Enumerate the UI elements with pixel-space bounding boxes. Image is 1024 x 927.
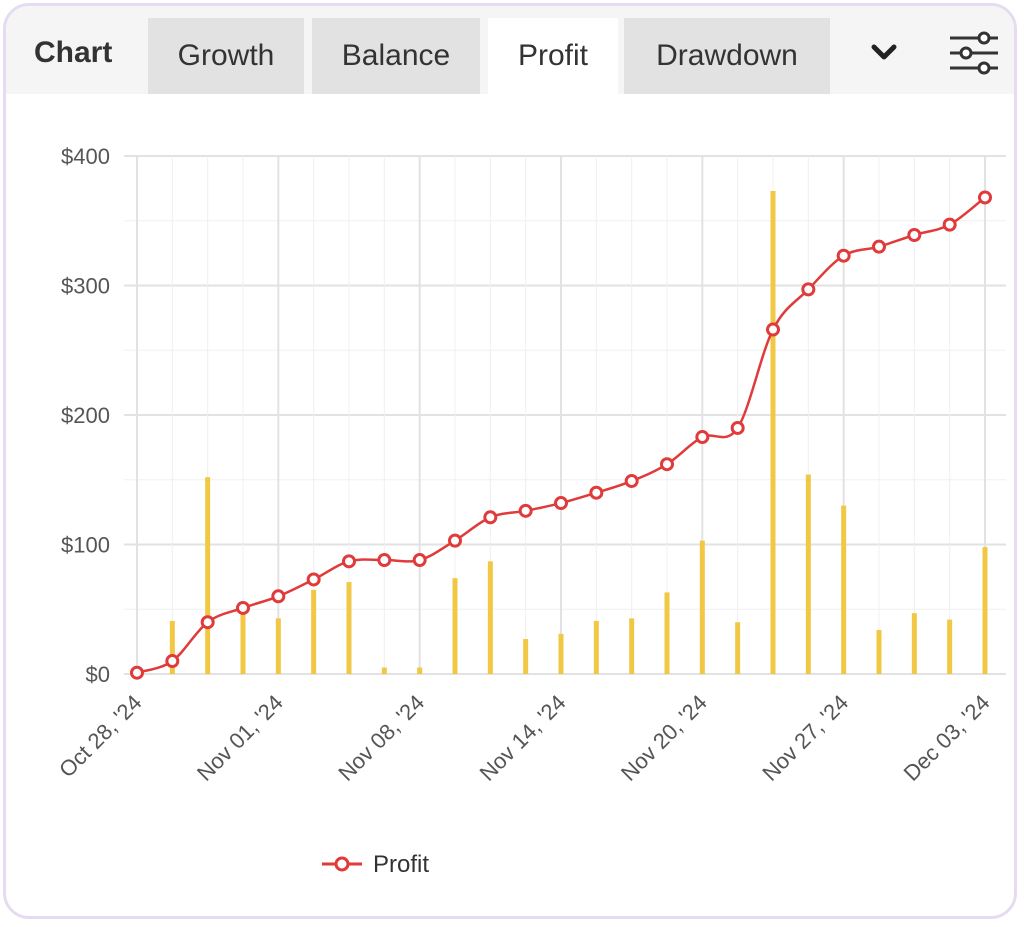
y-tick-label: $300 [61, 274, 110, 299]
y-tick-label: $200 [61, 403, 110, 428]
data-point[interactable] [165, 654, 180, 669]
bar [770, 190, 776, 674]
tab-drawdown[interactable]: Drawdown [624, 18, 830, 94]
y-tick-label: $0 [86, 662, 110, 687]
chart-card: Chart Growth Balance Profit Drawdown $0 $… [3, 3, 1017, 919]
bar [911, 613, 917, 674]
bar [523, 639, 529, 674]
data-point[interactable] [872, 239, 886, 254]
chevron-down-icon[interactable] [864, 32, 904, 72]
tab-bar: Chart Growth Balance Profit Drawdown [6, 6, 1014, 96]
data-point[interactable] [306, 572, 321, 587]
data-point[interactable] [589, 485, 604, 500]
y-tick-label: $100 [61, 533, 110, 558]
bar [593, 620, 599, 674]
bar [982, 547, 988, 674]
data-point[interactable] [518, 503, 533, 518]
bar [841, 505, 847, 674]
data-point[interactable] [377, 553, 392, 568]
line-series [130, 190, 992, 680]
x-tick-label: Nov 01, '24 [192, 690, 288, 786]
data-point[interactable] [978, 190, 992, 205]
data-point[interactable] [130, 665, 144, 680]
legend-label-profit: Profit [373, 851, 429, 878]
bar [876, 629, 882, 674]
bar [452, 578, 458, 674]
y-axis-ticks: $0 $100 $200 $300 $400 [61, 144, 110, 687]
bar [487, 561, 493, 674]
bar [169, 620, 175, 674]
bar [699, 540, 705, 674]
bar [240, 611, 246, 674]
x-tick-label: Nov 14, '24 [475, 690, 571, 786]
data-point[interactable] [412, 553, 427, 568]
x-tick-label: Nov 08, '24 [333, 690, 429, 786]
data-point[interactable] [483, 510, 498, 525]
bar [417, 667, 423, 674]
tab-profit[interactable]: Profit [488, 18, 618, 96]
page-title: Chart [34, 36, 113, 69]
bar [664, 592, 670, 674]
x-tick-label: Nov 27, '24 [757, 690, 853, 786]
sliders-icon[interactable] [946, 28, 1002, 78]
data-point[interactable] [271, 589, 286, 604]
x-axis-ticks: Oct 28, '24 Nov 01, '24 Nov 08, '24 Nov 14,… [54, 690, 994, 786]
bar [735, 622, 741, 674]
tab-balance[interactable]: Balance [312, 18, 480, 94]
data-point[interactable] [236, 600, 250, 615]
y-tick-label: $400 [61, 144, 110, 169]
data-point[interactable] [907, 227, 922, 242]
data-point[interactable] [554, 496, 568, 511]
data-point[interactable] [200, 615, 215, 630]
data-point[interactable] [660, 457, 674, 472]
data-point[interactable] [448, 533, 462, 548]
data-point[interactable] [695, 430, 710, 445]
data-point[interactable] [766, 322, 780, 337]
bar [311, 589, 317, 674]
data-point[interactable] [624, 474, 639, 489]
chart-grid [124, 155, 1006, 675]
bar [947, 619, 953, 674]
x-tick-label: Dec 03, '24 [899, 690, 995, 786]
x-tick-label: Nov 20, '24 [616, 690, 712, 786]
bar [558, 633, 564, 674]
data-point[interactable] [836, 248, 851, 263]
data-point[interactable] [942, 217, 957, 232]
bar [381, 667, 387, 674]
bar [205, 477, 211, 674]
bar [805, 474, 811, 674]
bar [275, 618, 281, 674]
data-point[interactable] [730, 420, 745, 435]
data-point[interactable] [342, 554, 356, 569]
tab-growth[interactable]: Growth [148, 18, 304, 94]
profit-chart: $0 $100 $200 $300 $400 Oct 28, '24 Nov 01, '2… [54, 144, 1006, 878]
bar [629, 618, 635, 674]
legend[interactable]: Profit [322, 851, 429, 878]
bar [346, 582, 352, 674]
x-tick-label: Oct 28, '24 [54, 690, 146, 782]
data-point[interactable] [801, 282, 816, 297]
bar-series [169, 190, 988, 674]
